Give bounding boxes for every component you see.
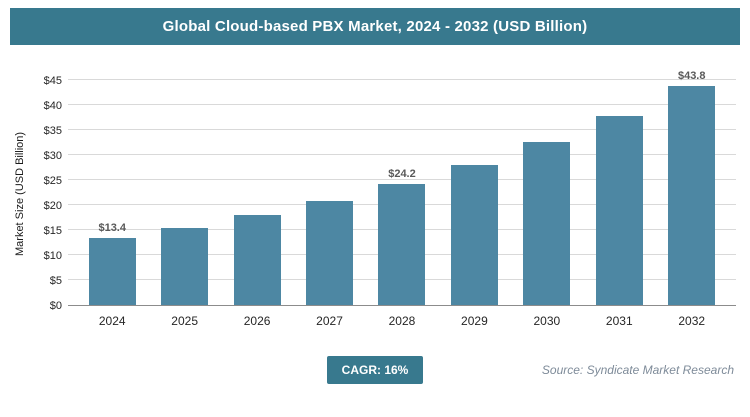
gridline bbox=[68, 129, 736, 130]
bar-slot: $13.4 bbox=[76, 222, 148, 305]
y-tick-label: $10 bbox=[43, 250, 62, 262]
y-tick-label: $0 bbox=[49, 300, 62, 312]
bar-slot bbox=[221, 215, 293, 305]
bar-chart: Market Size (USD Billion) $0 $5 $10 $15 $20 $… bbox=[0, 70, 750, 328]
x-axis-label: 2029 bbox=[461, 314, 488, 328]
bar-2030 bbox=[523, 142, 571, 305]
gridline bbox=[68, 179, 736, 180]
y-tick-label: $15 bbox=[43, 225, 62, 237]
bar-2031 bbox=[595, 116, 643, 305]
bar-2027 bbox=[306, 200, 354, 305]
x-axis-label: 2026 bbox=[243, 314, 271, 328]
y-tick-label: $35 bbox=[43, 125, 62, 137]
bar-value-label: $43.8 bbox=[677, 70, 706, 82]
x-axis-label: 2028 bbox=[388, 314, 416, 328]
y-tick-label: $45 bbox=[43, 75, 62, 87]
cagr-badge: CAGR: 16% bbox=[326, 356, 424, 384]
y-tick-label: $30 bbox=[43, 150, 62, 162]
bars-container: $13.4 $24.2 $43.8 bbox=[68, 70, 736, 305]
plot-column: $0 $5 $10 $15 $20 $25 $30 $35 $40 $45 $13.4 $24.2 $… bbox=[30, 70, 736, 328]
bar-value-label: $24.2 bbox=[388, 168, 416, 180]
plot-row: $0 $5 $10 $15 $20 $25 $30 $35 $40 $45 $13.4 $24.2 $… bbox=[30, 70, 736, 312]
bar-slot bbox=[583, 116, 655, 305]
plot-area: $13.4 $24.2 $43.8 bbox=[68, 70, 736, 306]
bar-slot bbox=[293, 200, 365, 305]
gridline bbox=[68, 104, 736, 105]
x-axis-labels: 2024 2025 2026 2027 2028 2029 2030 2031 2032 bbox=[68, 306, 736, 328]
x-axis-label: 2032 bbox=[678, 314, 706, 328]
x-axis-label: 2030 bbox=[533, 314, 561, 328]
bar-2028 bbox=[378, 184, 426, 305]
y-tick-label: $20 bbox=[43, 200, 62, 212]
bar-slot: $24.2 bbox=[366, 168, 438, 305]
gridline bbox=[68, 79, 736, 80]
chart-footer: CAGR: 16% Source: Syndicate Market Resea… bbox=[0, 356, 750, 384]
x-axis-label: 2027 bbox=[316, 314, 343, 328]
y-tick-label: $25 bbox=[43, 175, 62, 187]
x-axis-label: 2031 bbox=[605, 314, 633, 328]
x-axis-label: 2025 bbox=[171, 314, 198, 328]
bar-2026 bbox=[233, 215, 281, 305]
chart-title-bar: Global Cloud-based PBX Market, 2024 - 20… bbox=[10, 8, 740, 45]
x-axis-label: 2024 bbox=[98, 314, 126, 328]
bar-2029 bbox=[450, 164, 498, 305]
bar-2024 bbox=[88, 238, 136, 305]
bar-2032 bbox=[668, 86, 716, 305]
bar-slot bbox=[511, 142, 583, 305]
bar-slot: $43.8 bbox=[656, 70, 728, 305]
y-axis-ticks: $0 $5 $10 $15 $20 $25 $30 $35 $40 $45 bbox=[30, 75, 68, 312]
bar-slot bbox=[148, 227, 220, 305]
y-tick-label: $40 bbox=[43, 100, 62, 112]
y-axis-title: Market Size (USD Billion) bbox=[14, 131, 26, 256]
bar-value-label: $13.4 bbox=[98, 222, 126, 234]
bar-2025 bbox=[161, 227, 209, 305]
gridline bbox=[68, 154, 736, 155]
bar-slot bbox=[438, 164, 510, 305]
chart-title: Global Cloud-based PBX Market, 2024 - 20… bbox=[162, 18, 588, 35]
source-text: Source: Syndicate Market Research bbox=[541, 363, 734, 377]
chart-panel: Global Cloud-based PBX Market, 2024 - 20… bbox=[0, 8, 750, 384]
y-tick-label: $5 bbox=[49, 275, 62, 287]
